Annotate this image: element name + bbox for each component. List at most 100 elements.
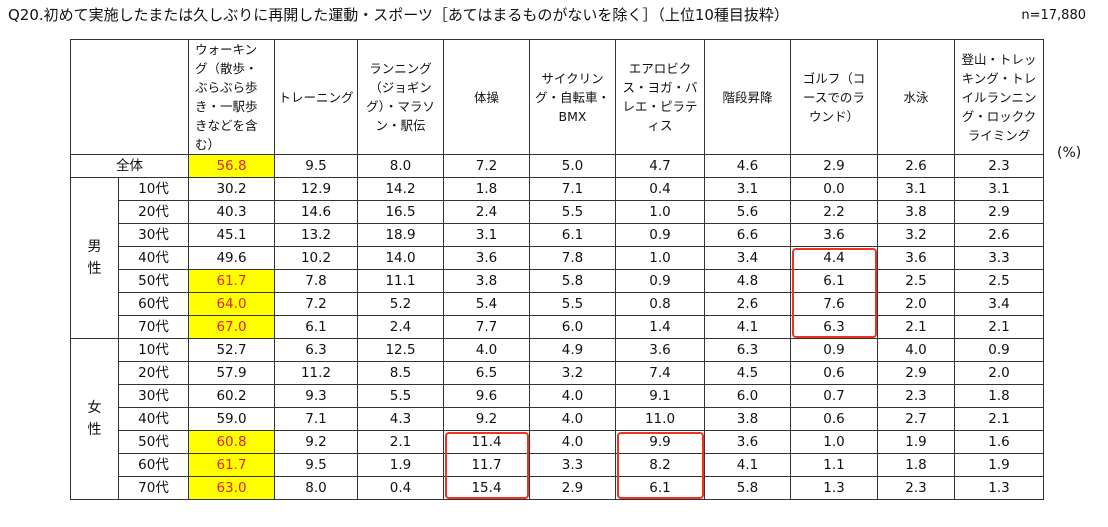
table-cell: 2.9: [790, 154, 878, 178]
table-cell: 1.9: [877, 430, 955, 454]
table-cell: 6.3: [704, 338, 791, 362]
row-label: 10代: [118, 338, 189, 362]
table-cell: 3.8: [704, 407, 791, 431]
column-header: ゴルフ（コースでのラウンド）: [790, 39, 878, 155]
table-cell: 6.6: [704, 223, 791, 247]
table-cell: 14.6: [274, 200, 358, 224]
table-row: 70代 67.0 6.1 2.4 7.7 6.0 1.4 4.1 6.3 2.1 2.1: [71, 315, 1044, 339]
column-header: 水泳: [877, 39, 955, 155]
table-cell: 5.0: [529, 154, 616, 178]
table-cell: 2.9: [529, 476, 616, 500]
table-cell: 4.3: [357, 407, 444, 431]
table-cell: 11.1: [357, 269, 444, 293]
table-cell: 15.4: [443, 476, 530, 500]
table-cell: 9.3: [274, 384, 358, 408]
table-cell: 57.9: [188, 361, 275, 385]
table-cell: 0.9: [790, 338, 878, 362]
table-cell: 11.2: [274, 361, 358, 385]
table-cell: 2.3: [877, 384, 955, 408]
table-cell: 1.8: [877, 453, 955, 477]
table-row: 30代 60.2 9.3 5.5 9.6 4.0 9.1 6.0 0.7 2.3 1.8: [71, 384, 1044, 408]
table-cell: 6.0: [704, 384, 791, 408]
table-cell: 8.0: [357, 154, 444, 178]
highlight-box: [616, 431, 704, 499]
row-label: 70代: [118, 315, 189, 339]
table-cell: 16.5: [357, 200, 444, 224]
table-row: 40代 49.6 10.2 14.0 3.6 7.8 1.0 3.4 4.4 3.6 3.3: [71, 246, 1044, 270]
table-cell: 56.8: [188, 154, 275, 178]
table-cell: 2.9: [954, 200, 1044, 224]
table-cell: 3.8: [877, 200, 955, 224]
table-row: 40代 59.0 7.1 4.3 9.2 4.0 11.0 3.8 0.6 2.7 2.1: [71, 407, 1044, 431]
table-cell: 6.1: [790, 269, 878, 293]
table-cell: 3.3: [954, 246, 1044, 270]
highlight-box: [791, 247, 877, 338]
table-cell: 1.8: [954, 384, 1044, 408]
table-cell: 45.1: [188, 223, 275, 247]
table-cell: 1.4: [615, 315, 705, 339]
table-row: 20代 57.9 11.2 8.5 6.5 3.2 7.4 4.5 0.6 2.9 2.0: [71, 361, 1044, 385]
table-cell: 3.1: [443, 223, 530, 247]
table-cell: 1.8: [443, 177, 530, 201]
row-label: 30代: [118, 223, 189, 247]
table-cell: 3.4: [954, 292, 1044, 316]
table-cell: 2.6: [704, 292, 791, 316]
table-cell: 0.4: [357, 476, 444, 500]
table-cell: 9.2: [274, 430, 358, 454]
row-label: 60代: [118, 292, 189, 316]
table-cell: 67.0: [188, 315, 275, 339]
table-cell: 4.9: [529, 338, 616, 362]
table-cell: 2.7: [877, 407, 955, 431]
table-cell: 7.1: [274, 407, 358, 431]
table-cell: 63.0: [188, 476, 275, 500]
table-cell: 3.6: [790, 223, 878, 247]
table-cell: 4.0: [529, 407, 616, 431]
table-cell: 1.3: [954, 476, 1044, 500]
sample-size: n=17,880: [1021, 8, 1086, 23]
table-cell: 4.8: [704, 269, 791, 293]
row-label: 40代: [118, 246, 189, 270]
table-cell: 5.8: [529, 269, 616, 293]
table-cell: 49.6: [188, 246, 275, 270]
table-cell: 6.3: [274, 338, 358, 362]
table-cell: 6.1: [529, 223, 616, 247]
table-cell: 7.4: [615, 361, 705, 385]
table-cell: 2.2: [790, 200, 878, 224]
table-cell: 7.2: [274, 292, 358, 316]
table-cell: 14.0: [357, 246, 444, 270]
table-row: 60代 61.7 9.5 1.9 11.7 3.3 8.2 4.1 1.1 1.8 1.9: [71, 453, 1044, 477]
table-cell: 4.0: [443, 338, 530, 362]
table-cell: 3.6: [877, 246, 955, 270]
table-cell: 7.7: [443, 315, 530, 339]
table-cell: 13.2: [274, 223, 358, 247]
table-cell: 7.1: [529, 177, 616, 201]
table-cell: 9.6: [443, 384, 530, 408]
column-header: サイクリング・自転車・BMX: [529, 39, 616, 155]
row-label: 10代: [118, 177, 189, 201]
row-label: 70代: [118, 476, 189, 500]
table-row: 50代 60.8 9.2 2.1 11.4 4.0 9.9 3.6 1.0 1.9 1.6: [71, 430, 1044, 454]
column-header: ウォーキング（散歩・ぶらぶら歩き・一駅歩きなどを含む）: [188, 39, 275, 155]
table-cell: 4.0: [529, 384, 616, 408]
table-cell: 61.7: [188, 453, 275, 477]
table-cell: 5.5: [357, 384, 444, 408]
unit-label: (%): [1057, 145, 1082, 161]
table-cell: 30.2: [188, 177, 275, 201]
table-cell: 3.6: [704, 430, 791, 454]
table-row: 70代 63.0 8.0 0.4 15.4 2.9 6.1 5.8 1.3 2.3 1.3: [71, 476, 1044, 500]
table-cell: 0.4: [615, 177, 705, 201]
table-row: 20代 40.3 14.6 16.5 2.4 5.5 1.0 5.6 2.2 3.8 2.9: [71, 200, 1044, 224]
chart-title: Q20.初めて実施したまたは久しぶりに再開した運動・スポーツ［あてはまるものがな…: [8, 6, 789, 24]
table-cell: 14.2: [357, 177, 444, 201]
table-cell: 0.6: [790, 407, 878, 431]
table-row: 全体 56.8 9.5 8.0 7.2 5.0 4.7 4.6 2.9 2.6 2.3: [70, 154, 1044, 178]
table-cell: 7.8: [529, 246, 616, 270]
table-cell: 0.9: [615, 269, 705, 293]
table-cell: 3.6: [443, 246, 530, 270]
table-cell: 8.0: [274, 476, 358, 500]
table-cell: 2.3: [877, 476, 955, 500]
table-cell: 3.8: [443, 269, 530, 293]
table-cell: 6.0: [529, 315, 616, 339]
table-cell: 6.1: [274, 315, 358, 339]
table-cell: 1.6: [954, 430, 1044, 454]
